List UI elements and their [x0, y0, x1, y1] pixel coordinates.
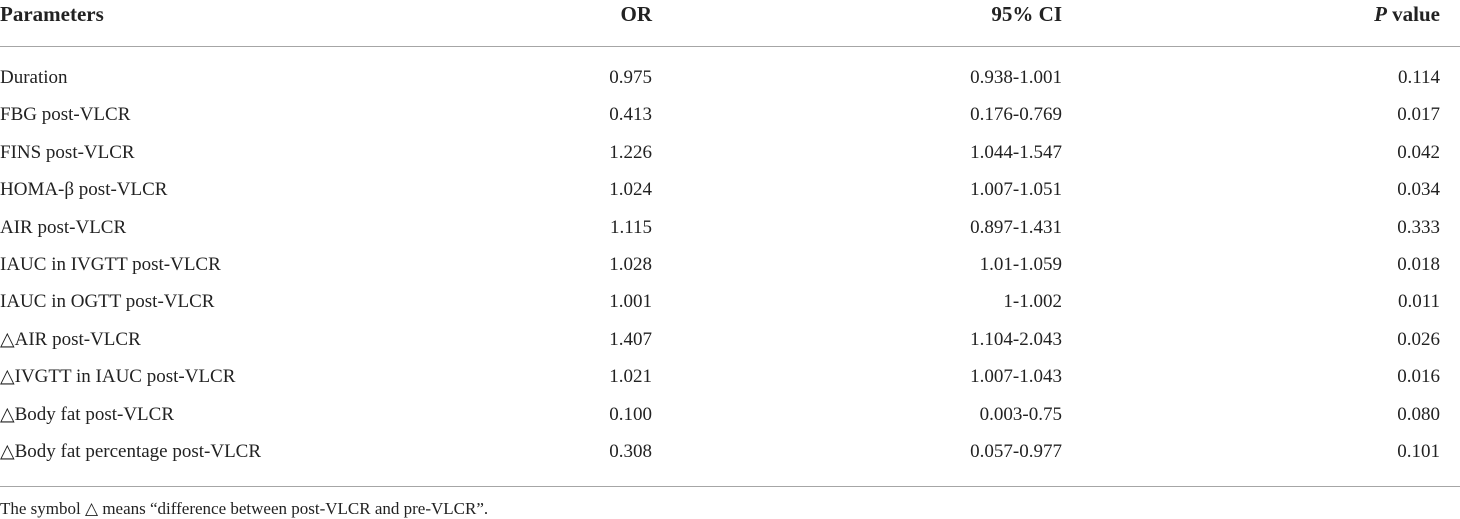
table-cell: 1.104-2.043: [970, 328, 1062, 350]
table-cell: 1.115: [609, 216, 652, 238]
table-cell: 1.01-1.059: [979, 254, 1062, 275]
table-cell: 1.021: [609, 366, 652, 388]
table-cell: △Body fat percentage post-VLCR: [0, 441, 262, 462]
table-cell: 1.007-1.043: [970, 366, 1062, 388]
table-cell: 0.938-1.001: [970, 67, 1062, 88]
table-cell: 0.308: [609, 441, 652, 462]
table-cell: 0.034: [1397, 179, 1440, 201]
table-cell: FINS post-VLCR: [0, 141, 135, 163]
bottom-rule: [0, 486, 1460, 487]
table-cell: AIR post-VLCR: [0, 216, 127, 238]
table-cell: 0.100: [609, 403, 652, 425]
table-cell: △Body fat post-VLCR: [0, 403, 174, 425]
table-cell: IAUC in OGTT post-VLCR: [0, 291, 215, 313]
table-cell: 0.016: [1397, 366, 1440, 388]
table-cell: 0.017: [1397, 104, 1440, 126]
table-cell: 0.003-0.75: [979, 403, 1062, 425]
table-cell: 0.333: [1397, 216, 1440, 238]
table-cell: 1.001: [609, 291, 652, 313]
table-cell: 0.057-0.977: [970, 441, 1062, 462]
table-cell: 1.028: [609, 254, 652, 275]
header-cell: Parameters: [0, 2, 104, 26]
table-cell: 1.044-1.547: [970, 141, 1062, 163]
table-cell: 0.176-0.769: [970, 104, 1062, 126]
header-italic: P: [1374, 2, 1387, 26]
header-text: value: [1386, 2, 1440, 26]
table-cell: HOMA-β post-VLCR: [0, 179, 168, 201]
table-cell: 1-1.002: [1003, 291, 1062, 313]
table-cell: 0.975: [609, 67, 652, 88]
footnote: The symbol △ means “difference between p…: [0, 499, 489, 518]
table-cell: 1.024: [609, 179, 652, 201]
table-cell: 0.042: [1397, 141, 1440, 163]
header-cell: P value: [1374, 2, 1440, 26]
table-cell: 1.407: [609, 328, 652, 350]
header-cell: 95% CI: [991, 2, 1062, 26]
table-cell: 0.101: [1397, 441, 1440, 462]
table-cell: FBG post-VLCR: [0, 104, 131, 126]
table-cell: 0.413: [609, 104, 652, 126]
table-cell: 1.007-1.051: [970, 179, 1062, 201]
table-cell: 0.026: [1397, 328, 1440, 350]
table-cell: Duration: [0, 67, 68, 88]
header-rule: [0, 46, 1460, 47]
table-cell: 1.226: [609, 141, 652, 163]
table-cell: IAUC in IVGTT post-VLCR: [0, 254, 221, 275]
table-cell: 0.897-1.431: [970, 216, 1062, 238]
table-cell: △AIR post-VLCR: [0, 328, 141, 350]
table-cell: △IVGTT in IAUC post-VLCR: [0, 366, 236, 388]
table-cell: 0.018: [1397, 254, 1440, 275]
table-cell: 0.011: [1397, 291, 1440, 313]
table-cell: 0.114: [1397, 67, 1440, 88]
header-cell: OR: [620, 2, 653, 26]
table-cell: 0.080: [1397, 403, 1440, 425]
